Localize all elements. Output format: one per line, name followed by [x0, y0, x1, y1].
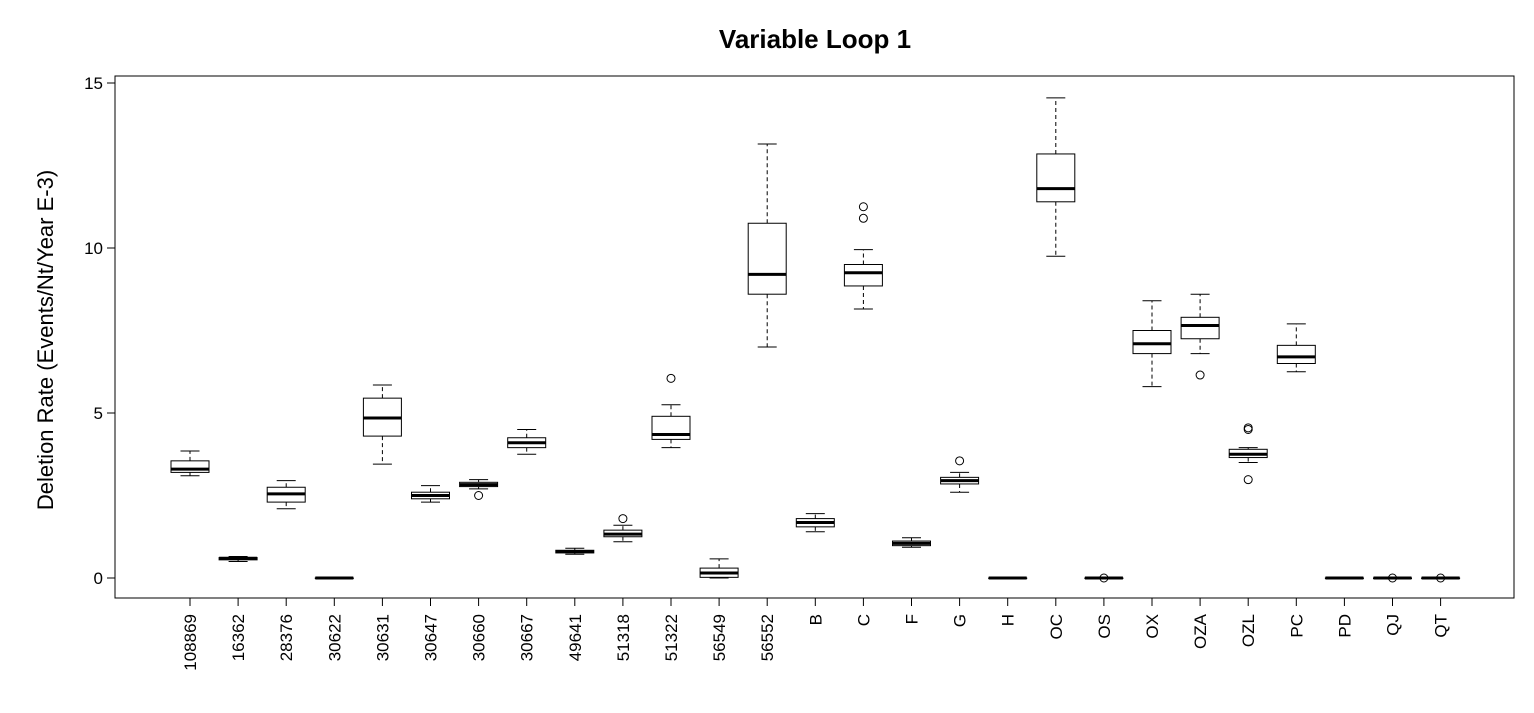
box-OS — [1084, 573, 1124, 583]
iqr-box — [1036, 153, 1076, 203]
y-tick-label: 10 — [84, 239, 103, 258]
x-tick-label: 51318 — [614, 614, 633, 661]
box-G — [940, 456, 980, 493]
x-tick-label: OC — [1047, 614, 1066, 640]
x-tick-label: F — [903, 614, 922, 624]
x-tick-label: PD — [1335, 614, 1354, 638]
x-tick-label: 28376 — [277, 614, 296, 661]
box-30647 — [411, 485, 450, 503]
outlier-point — [1243, 475, 1253, 485]
x-tick-label: H — [999, 614, 1018, 626]
x-tick-label: 51322 — [662, 614, 681, 661]
x-axis: 108869 16362 28376 30622 30631 30647 30660 3066… — [181, 598, 1451, 671]
box-56552 — [747, 143, 787, 348]
plot-frame — [114, 75, 1515, 599]
iqr-box — [747, 222, 787, 295]
x-tick-label: C — [854, 614, 873, 626]
x-tick-label: QT — [1432, 614, 1451, 638]
y-tick-label: 15 — [84, 74, 103, 93]
y-tick-label: 0 — [94, 569, 103, 588]
box-51318 — [603, 514, 643, 543]
box-H — [988, 576, 1028, 580]
iqr-box — [1276, 344, 1316, 365]
box-OZA — [1180, 293, 1220, 380]
outlier-point — [955, 456, 965, 466]
box-30667 — [507, 429, 547, 455]
outlier-point — [618, 514, 628, 524]
x-tick-label: OZA — [1191, 613, 1210, 649]
x-tick-label: 30622 — [325, 614, 344, 661]
outlier-point — [1388, 573, 1397, 583]
box-PC — [1276, 323, 1316, 373]
iqr-box — [170, 460, 210, 473]
x-tick-label: B — [806, 614, 825, 625]
box-30631 — [362, 384, 402, 465]
box-30660 — [459, 479, 499, 500]
outlier-point — [474, 491, 484, 500]
box-108869 — [170, 450, 210, 477]
x-tick-label: OZL — [1239, 614, 1258, 647]
box-49641 — [555, 547, 595, 555]
x-tick-label: 30660 — [470, 614, 489, 661]
y-axis: 0 5 10 15 — [84, 74, 115, 588]
box-OC — [1036, 97, 1076, 257]
outlier-point — [1243, 423, 1253, 433]
box-QT — [1421, 573, 1461, 583]
x-tick-label: 30631 — [373, 614, 392, 661]
outlier-point — [858, 213, 868, 223]
outlier-point — [1436, 573, 1446, 583]
box-30622 — [314, 576, 354, 580]
box-PD — [1324, 576, 1364, 580]
x-tick-label: PC — [1287, 614, 1306, 638]
box-28376 — [266, 480, 306, 510]
outlier-point — [858, 202, 868, 212]
outlier-point — [666, 373, 676, 383]
y-axis-label: Deletion Rate (Events/Nt/Year E-3) — [33, 170, 58, 510]
x-tick-label: 49641 — [566, 614, 585, 661]
outlier-point — [1195, 370, 1205, 380]
x-tick-label: QJ — [1384, 614, 1403, 636]
iqr-box — [843, 264, 883, 287]
x-tick-label: 16362 — [229, 614, 248, 661]
y-tick-label: 5 — [94, 404, 103, 423]
box-OZL — [1228, 423, 1268, 485]
outlier-point — [1099, 573, 1109, 583]
box-56549 — [699, 558, 739, 579]
iqr-box — [1132, 330, 1172, 355]
box-C — [843, 202, 883, 310]
box-16362 — [218, 556, 258, 562]
x-tick-label: OX — [1143, 614, 1162, 639]
x-tick-label: 108869 — [181, 614, 200, 671]
x-tick-label: 30647 — [422, 614, 441, 661]
x-tick-label: 30667 — [518, 614, 537, 661]
box-B — [795, 513, 835, 533]
iqr-box — [1180, 316, 1220, 340]
box-F — [892, 537, 931, 548]
box-series — [170, 97, 1461, 583]
box-51322 — [651, 373, 691, 449]
box-QJ — [1373, 573, 1412, 583]
x-tick-label: G — [951, 614, 970, 627]
x-tick-label: 56552 — [758, 614, 777, 661]
x-tick-label: 56549 — [710, 614, 729, 661]
x-tick-label: OS — [1095, 614, 1114, 639]
box-OX — [1132, 300, 1172, 388]
chart-title: Variable Loop 1 — [719, 24, 911, 54]
